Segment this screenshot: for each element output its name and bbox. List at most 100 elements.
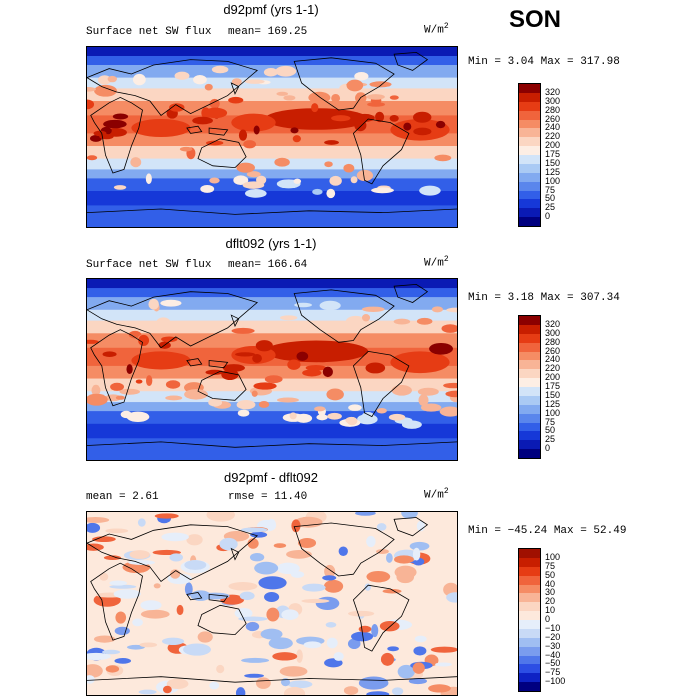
colorbar-swatch <box>519 602 540 612</box>
colorbar-swatch <box>519 673 540 683</box>
map-panel <box>86 278 458 461</box>
colorbar-tick-label: 150 <box>545 389 561 400</box>
difference-patch <box>115 611 127 624</box>
flux-patch <box>361 314 371 322</box>
difference-patch <box>347 638 361 650</box>
flux-maximum <box>231 113 276 132</box>
difference-patch <box>409 541 430 551</box>
flux-patch <box>236 162 255 173</box>
coastline <box>352 350 410 418</box>
colorbar-swatch <box>519 431 540 441</box>
difference-patch <box>412 662 425 674</box>
coastline <box>87 676 457 683</box>
difference-patch <box>408 678 427 685</box>
flux-patch <box>302 369 322 377</box>
colorbar-tick-label: −75 <box>545 667 561 678</box>
units-exponent: 2 <box>443 255 449 264</box>
difference-patch <box>272 652 298 661</box>
flux-patch <box>279 315 298 321</box>
coastline <box>87 59 259 116</box>
difference-patch <box>264 592 280 602</box>
colorbar-swatch <box>519 611 540 620</box>
difference-patch <box>435 662 452 667</box>
flux-patch <box>87 86 96 92</box>
coastline <box>87 208 457 215</box>
colorbar-swatch <box>519 324 540 334</box>
units-label: W/m2 <box>424 22 449 37</box>
flux-band <box>87 56 457 66</box>
flux-patch <box>200 184 215 193</box>
difference-patch <box>351 631 374 642</box>
flux-patch <box>209 98 220 109</box>
flux-patch <box>418 394 429 407</box>
flux-patch <box>94 84 117 97</box>
flux-patch <box>253 125 260 135</box>
colorbar-tick-label: 75 <box>545 560 556 571</box>
flux-patch <box>446 307 457 313</box>
colorbar-tick-label: 100 <box>545 407 561 418</box>
difference-patch <box>87 664 103 678</box>
flux-band <box>87 297 457 311</box>
difference-patch <box>114 657 132 664</box>
difference-patch <box>239 591 255 601</box>
colorbar-tick-label: 300 <box>545 327 561 338</box>
flux-patch <box>388 413 406 421</box>
flux-patch <box>276 91 289 96</box>
flux-patch <box>165 380 181 389</box>
colorbar-swatch <box>519 620 540 629</box>
flux-patch <box>329 175 342 186</box>
flux-patch <box>263 68 278 77</box>
colorbar-swatch <box>519 584 540 594</box>
difference-patch <box>140 609 170 619</box>
flux-patch <box>87 393 108 406</box>
units-base: W/m <box>424 489 444 502</box>
flux-patch <box>264 375 283 384</box>
flux-patch <box>283 95 296 101</box>
difference-patch <box>138 689 157 695</box>
panel-title: dflt092 (yrs 1-1) <box>225 236 317 251</box>
colorbar-tick-label: −30 <box>545 640 561 651</box>
difference-patch <box>379 620 400 632</box>
difference-patch <box>323 579 344 593</box>
colorbar-tick-label: −100 <box>545 676 566 687</box>
colorbar <box>518 548 541 692</box>
stat-label: mean= 169.25 <box>228 26 308 38</box>
colorbar-swatch <box>519 549 540 558</box>
flux-patch <box>113 185 127 190</box>
flux-patch <box>203 107 228 119</box>
difference-patch <box>240 527 268 533</box>
colorbar-swatch <box>519 440 540 450</box>
colorbar-swatch <box>519 342 540 352</box>
coastline <box>230 82 240 95</box>
flux-patch <box>97 75 112 85</box>
difference-patch <box>219 537 238 551</box>
colorbar-swatch <box>519 101 540 111</box>
map-panel <box>86 46 458 228</box>
colorbar-swatch <box>519 566 540 576</box>
flux-patch <box>253 382 277 390</box>
difference-patch <box>186 534 203 546</box>
flux-band <box>87 365 457 380</box>
difference-patch <box>279 666 308 677</box>
difference-patch <box>129 550 150 559</box>
flux-patch <box>235 352 256 357</box>
colorbar-swatch <box>519 137 540 147</box>
flux-patch <box>204 83 213 91</box>
flux-patch <box>231 78 242 86</box>
flux-patch <box>275 65 297 77</box>
colorbar-swatch <box>519 682 540 691</box>
difference-patch <box>296 649 303 663</box>
difference-patch <box>287 680 313 689</box>
difference-patch <box>113 589 141 599</box>
colorbar-swatch <box>519 664 540 674</box>
flux-patch <box>160 299 182 307</box>
flux-patch <box>112 113 129 120</box>
colorbar-tick-label: 175 <box>545 381 561 391</box>
flux-patch <box>107 75 117 83</box>
colorbar-tick-label: 280 <box>545 336 561 347</box>
colorbar-swatch <box>519 146 540 155</box>
panel-title: d92pmf - dflt092 <box>224 470 318 485</box>
flux-patch <box>238 129 248 141</box>
colorbar-tick-label: 320 <box>545 318 561 329</box>
flux-patch <box>365 362 386 374</box>
